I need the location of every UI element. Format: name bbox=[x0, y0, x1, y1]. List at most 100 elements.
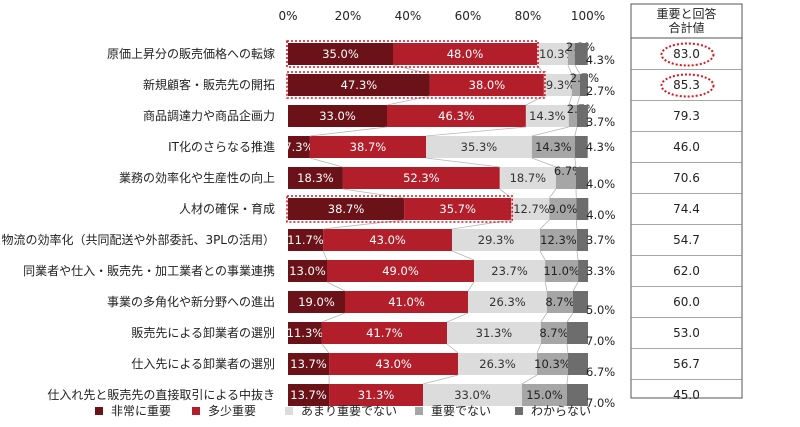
legend-label: 非常に重要 bbox=[111, 404, 171, 418]
connector-line bbox=[467, 281, 475, 292]
data-label: 23.7% bbox=[491, 264, 528, 278]
stack-connectors bbox=[309, 64, 581, 385]
summary-value: 62.0 bbox=[673, 264, 700, 278]
data-label: 13.7% bbox=[290, 357, 327, 371]
data-label: 12.3% bbox=[540, 233, 577, 247]
connector-line bbox=[451, 250, 475, 261]
bar-segment bbox=[568, 105, 577, 127]
bars: 35.0%48.0%10.3%2.3%4.3%47.3%38.0%9.3%2.7… bbox=[284, 40, 615, 410]
connector-line bbox=[539, 250, 546, 261]
data-label: 41.7% bbox=[366, 326, 403, 340]
data-label: 4.0% bbox=[586, 177, 615, 191]
bar-segment bbox=[576, 105, 588, 127]
data-label: 11.0% bbox=[543, 264, 580, 278]
data-label: 7.0% bbox=[586, 396, 615, 410]
connector-line bbox=[539, 219, 550, 230]
data-label: 12.7% bbox=[513, 202, 550, 216]
legend-swatch bbox=[192, 407, 200, 415]
legend-label: 多少重要 bbox=[208, 404, 256, 418]
connector-line bbox=[576, 95, 581, 106]
bar-segment bbox=[288, 291, 345, 313]
bar-segment bbox=[537, 43, 568, 65]
data-label: 41.0% bbox=[388, 295, 425, 309]
bar-segment bbox=[423, 384, 522, 406]
bar-segment bbox=[329, 353, 459, 375]
legend-label: あまり重要でない bbox=[301, 404, 397, 418]
bar-segment bbox=[567, 353, 588, 375]
legend-swatch bbox=[515, 407, 523, 415]
bar-segment bbox=[327, 260, 474, 282]
connector-line bbox=[525, 95, 545, 106]
summary-header: 合計値 bbox=[668, 20, 704, 35]
category-label: 販売先による卸業者の選別 bbox=[131, 325, 275, 340]
connector-line bbox=[321, 343, 330, 354]
data-label: 29.3% bbox=[478, 233, 515, 247]
category-label: 人材の確保・育成 bbox=[179, 201, 275, 216]
connector-line bbox=[566, 343, 569, 354]
bar-segment bbox=[288, 353, 330, 375]
data-label: 52.3% bbox=[403, 171, 440, 185]
data-label: 4.3% bbox=[586, 140, 615, 154]
connector-line bbox=[567, 64, 573, 75]
data-label: 9.0% bbox=[548, 202, 577, 216]
bar-segment bbox=[567, 322, 588, 344]
bar-segment bbox=[567, 43, 575, 65]
bar-segment bbox=[426, 136, 532, 158]
connector-line bbox=[536, 343, 542, 354]
bar-segment bbox=[321, 322, 447, 344]
data-label: 43.0% bbox=[369, 233, 406, 247]
highlight-box bbox=[286, 40, 539, 68]
summary-frame bbox=[630, 3, 743, 399]
category-label: 物流の効率化（共同配送や外部委託、3PLの活用） bbox=[1, 232, 275, 247]
bar-segment bbox=[540, 229, 577, 251]
bar-segment bbox=[567, 384, 588, 406]
data-label: 4.0% bbox=[586, 208, 615, 222]
bar-segment bbox=[543, 74, 572, 96]
bar-segment bbox=[574, 43, 588, 65]
connector-line bbox=[422, 374, 459, 385]
data-label: 33.0% bbox=[319, 109, 356, 123]
bar-segment bbox=[342, 167, 500, 189]
data-label: 26.3% bbox=[489, 295, 526, 309]
x-tick-label: 20% bbox=[335, 9, 362, 23]
legend-swatch bbox=[95, 407, 103, 415]
data-label: 3.7% bbox=[586, 233, 615, 247]
summary-value: 60.0 bbox=[673, 295, 700, 309]
data-label: 9.3% bbox=[546, 78, 575, 92]
connector-line bbox=[540, 312, 548, 323]
data-label: 3.3% bbox=[586, 264, 615, 278]
connector-line bbox=[386, 95, 430, 106]
bar-segment bbox=[288, 384, 330, 406]
connector-line bbox=[321, 312, 346, 323]
connector-line bbox=[446, 343, 459, 354]
data-label: 31.3% bbox=[358, 388, 395, 402]
bar-segment bbox=[511, 198, 550, 220]
connector-line bbox=[499, 188, 512, 199]
bar-segment bbox=[525, 105, 569, 127]
category-label: 仕入れ先と販売先の直接取引による中抜き bbox=[47, 387, 275, 402]
bar-segment bbox=[288, 167, 343, 189]
data-label: 10.3% bbox=[539, 47, 576, 61]
bar-segment bbox=[288, 136, 310, 158]
category-label: 商品調達力や商品企画力 bbox=[143, 108, 275, 123]
x-tick-label: 60% bbox=[455, 9, 482, 23]
bar-segment bbox=[309, 136, 426, 158]
data-label: 35.7% bbox=[439, 202, 476, 216]
data-label: 49.0% bbox=[382, 264, 419, 278]
bar-segment bbox=[545, 260, 579, 282]
data-label: 6.7% bbox=[586, 365, 615, 379]
connector-line bbox=[566, 312, 574, 323]
data-label: 18.3% bbox=[297, 171, 334, 185]
category-label: 仕入先による卸業者の選別 bbox=[131, 356, 275, 371]
connector-line bbox=[322, 250, 328, 261]
x-tick-label: 100% bbox=[571, 9, 605, 23]
bar-segment bbox=[458, 353, 537, 375]
summary-highlight-ellipse bbox=[660, 42, 715, 67]
bar-segment bbox=[452, 229, 540, 251]
data-label: 13.0% bbox=[289, 264, 326, 278]
bar-segment bbox=[571, 74, 580, 96]
bar-segment bbox=[288, 229, 324, 251]
data-label: 11.7% bbox=[287, 233, 324, 247]
connector-line bbox=[574, 126, 578, 137]
